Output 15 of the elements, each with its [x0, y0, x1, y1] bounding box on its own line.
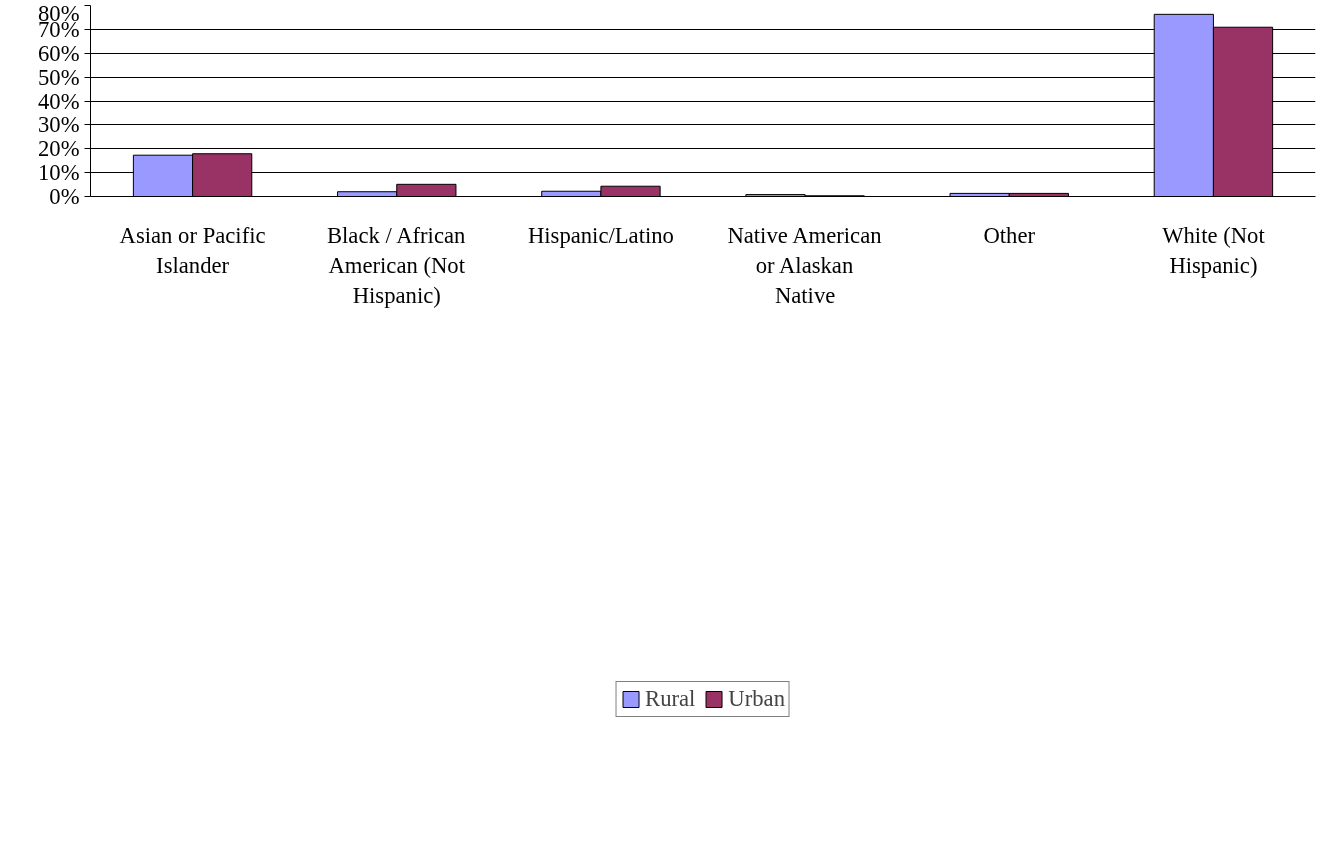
y-tick-label: 30%	[37, 112, 80, 138]
legend-label: Rural	[645, 685, 696, 712]
y-tick-label: 50%	[37, 64, 80, 90]
x-tick-label: Asian or Pacific Islander	[119, 222, 266, 278]
x-tick-label: Other	[983, 222, 1036, 248]
y-tick-label: 60%	[37, 40, 80, 66]
x-tick-label: Black / African American (Not Hispanic)	[326, 222, 466, 308]
y-tick-label: 10%	[37, 160, 80, 186]
x-tick-label: White (Not Hispanic)	[1162, 222, 1266, 278]
y-tick-label: 0%	[49, 184, 80, 209]
x-tick-label: Hispanic/Latino	[527, 222, 674, 248]
x-tick-label: Native American or Alaskan Native	[727, 222, 882, 308]
y-tick-label: 40%	[37, 88, 80, 114]
y-tick-label: 20%	[37, 136, 80, 162]
legend-label: Urban	[728, 685, 785, 712]
